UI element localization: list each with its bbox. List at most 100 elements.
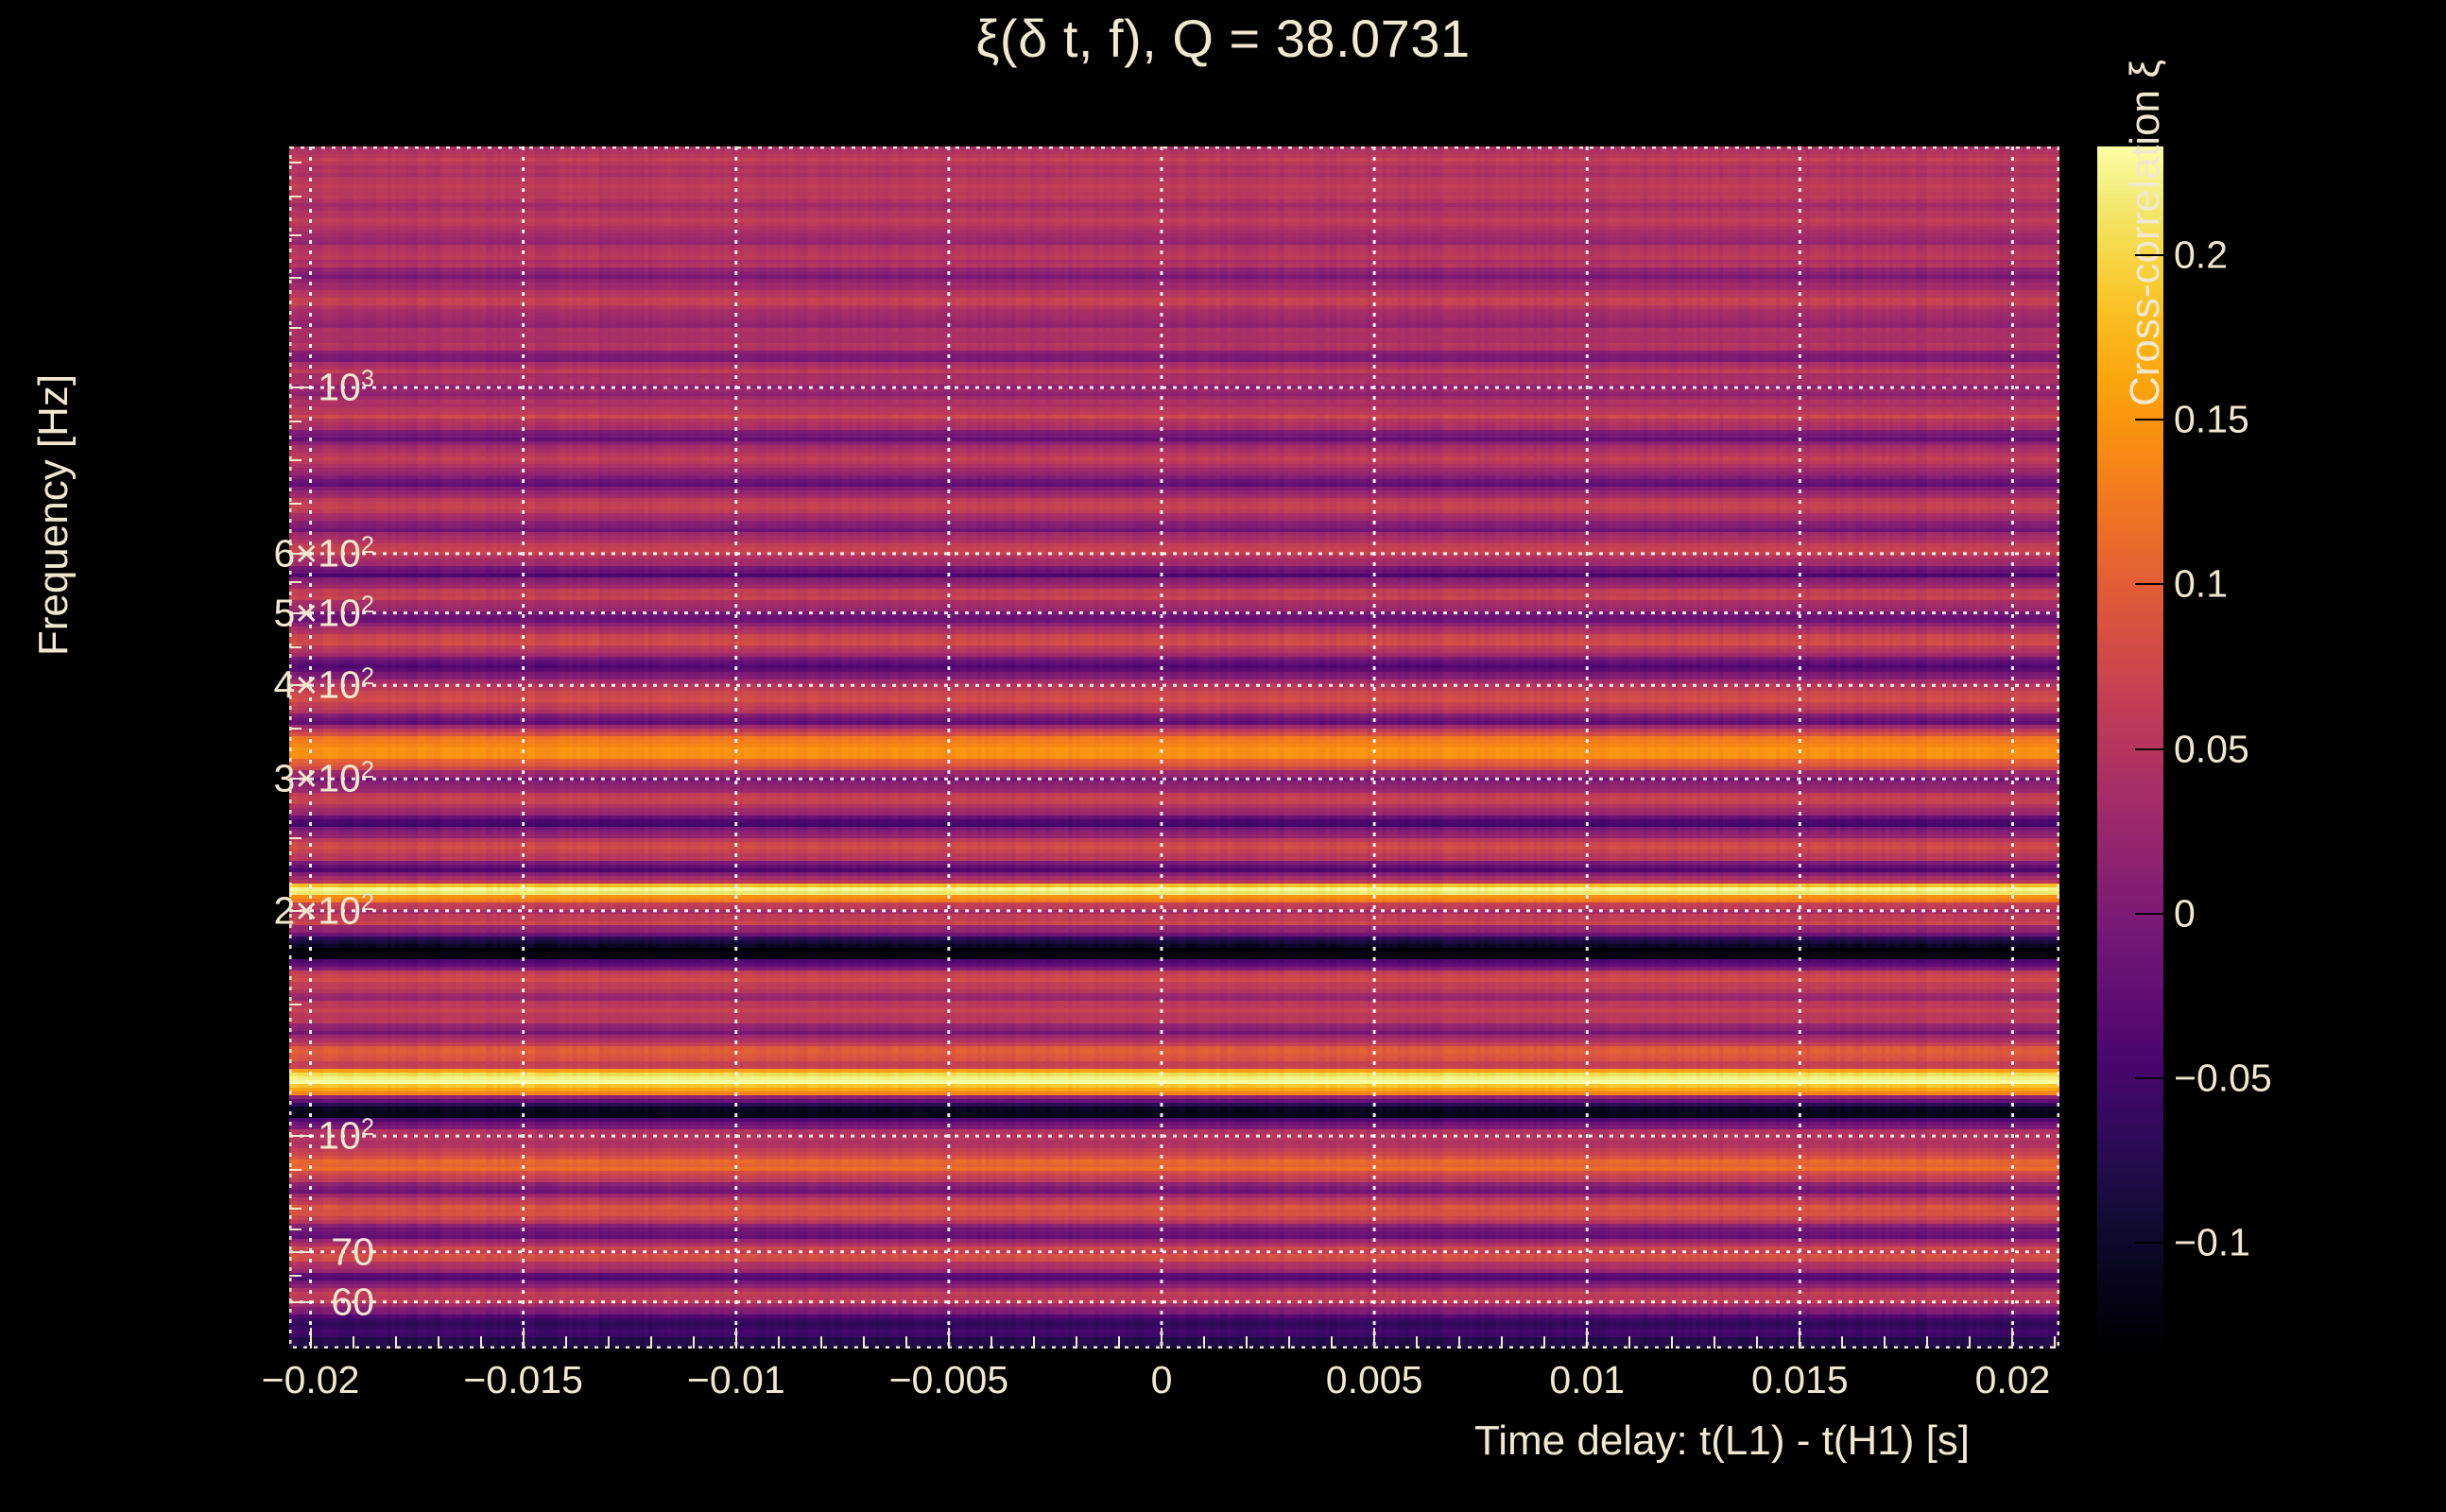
- y-axis-title: Frequency [Hz]: [30, 373, 77, 657]
- colorbar-tick-mark: [2135, 583, 2163, 586]
- colorbar-title: Cross-correlation ξ: [2122, 60, 2168, 406]
- x-minor-tick-mark: [479, 1336, 482, 1349]
- heatmap-plot-area: [289, 146, 2059, 1349]
- x-minor-tick-mark: [1458, 1336, 1461, 1349]
- x-minor-tick-mark: [1331, 1336, 1334, 1349]
- x-tick-label: 0.02: [1974, 1358, 2051, 1401]
- x-minor-tick-mark: [1884, 1336, 1886, 1349]
- x-minor-tick-mark: [437, 1336, 439, 1349]
- x-tick-label: −0.02: [261, 1358, 360, 1401]
- x-minor-tick-mark: [734, 1336, 737, 1349]
- x-minor-tick-mark: [1969, 1336, 1972, 1349]
- y-tick-label: 102: [318, 1113, 374, 1158]
- y-minor-tick-mark: [289, 277, 301, 280]
- y-tick-mark: [289, 778, 310, 781]
- x-minor-tick-mark: [309, 1336, 312, 1349]
- y-minor-tick-mark: [289, 1228, 301, 1231]
- x-minor-tick-mark: [862, 1336, 865, 1349]
- x-minor-tick-mark: [564, 1336, 567, 1349]
- x-minor-tick-mark: [1246, 1336, 1249, 1349]
- x-tick-label: 0.015: [1751, 1358, 1849, 1401]
- y-tick-mark: [289, 684, 310, 687]
- x-tick-label: 0.005: [1325, 1358, 1423, 1401]
- x-minor-tick-mark: [947, 1336, 950, 1349]
- x-minor-tick-mark: [1203, 1336, 1206, 1349]
- colorbar-tick-label: −0.1: [2174, 1220, 2250, 1264]
- x-minor-tick-mark: [522, 1336, 525, 1349]
- colorbar: [2097, 146, 2163, 1349]
- y-minor-tick-mark: [289, 580, 301, 583]
- y-minor-tick-mark: [289, 1169, 301, 1172]
- x-tick-label: −0.015: [463, 1358, 583, 1401]
- x-minor-tick-mark: [1117, 1336, 1120, 1349]
- y-minor-tick-mark: [289, 728, 301, 730]
- y-tick-label: 6×102: [273, 531, 375, 576]
- y-minor-tick-mark: [289, 1003, 301, 1005]
- colorbar-tick-label: 0.15: [2174, 397, 2249, 441]
- y-tick-label: 5×102: [273, 591, 375, 635]
- heatmap-image: [289, 146, 2059, 1349]
- y-minor-tick-mark: [289, 421, 301, 423]
- y-tick-mark: [289, 1250, 310, 1253]
- colorbar-tick-label: −0.05: [2174, 1056, 2272, 1100]
- colorbar-tick-label: 0.2: [2174, 232, 2228, 277]
- x-minor-tick-mark: [607, 1336, 610, 1349]
- y-tick-label: 3×102: [273, 756, 375, 800]
- x-minor-tick-mark: [1586, 1336, 1589, 1349]
- chart-title: ξ(δ t, f), Q = 38.0731: [975, 9, 1471, 68]
- x-minor-tick-mark: [1416, 1336, 1419, 1349]
- x-minor-tick-mark: [1926, 1336, 1929, 1349]
- colorbar-tick-mark: [2135, 747, 2163, 750]
- colorbar-tick-mark: [2135, 912, 2163, 915]
- x-minor-tick-mark: [1714, 1336, 1716, 1349]
- x-axis-title: Time delay: t(L1) - t(H1) [s]: [1474, 1418, 1971, 1464]
- colorbar-tick-mark: [2135, 254, 2163, 256]
- x-minor-tick-mark: [2054, 1336, 2057, 1349]
- y-tick-mark: [289, 1300, 310, 1303]
- x-minor-tick-mark: [1799, 1336, 1801, 1349]
- y-minor-tick-mark: [289, 327, 301, 330]
- x-minor-tick-mark: [1756, 1336, 1759, 1349]
- y-minor-tick-mark: [289, 161, 301, 163]
- y-minor-tick-mark: [289, 836, 301, 839]
- x-minor-tick-mark: [1628, 1336, 1631, 1349]
- y-minor-tick-mark: [289, 645, 301, 648]
- y-minor-tick-mark: [289, 196, 301, 198]
- x-minor-tick-mark: [1032, 1336, 1035, 1349]
- x-minor-tick-mark: [1288, 1336, 1291, 1349]
- x-minor-tick-mark: [1543, 1336, 1546, 1349]
- x-minor-tick-mark: [1501, 1336, 1504, 1349]
- x-minor-tick-mark: [352, 1336, 354, 1349]
- y-tick-label: 4×102: [273, 662, 375, 707]
- x-minor-tick-mark: [1671, 1336, 1674, 1349]
- colorbar-tick-mark: [2135, 419, 2163, 421]
- x-minor-tick-mark: [904, 1336, 907, 1349]
- x-minor-tick-mark: [990, 1336, 992, 1349]
- x-minor-tick-mark: [1075, 1336, 1077, 1349]
- y-tick-mark: [289, 387, 310, 389]
- y-minor-tick-mark: [289, 502, 301, 505]
- colorbar-tick-mark: [2135, 1077, 2163, 1080]
- x-minor-tick-mark: [1841, 1336, 1844, 1349]
- x-tick-label: 0: [1150, 1358, 1173, 1401]
- colorbar-tick-mark: [2135, 1242, 2163, 1245]
- x-minor-tick-mark: [2011, 1336, 2014, 1349]
- x-minor-tick-mark: [1160, 1336, 1163, 1349]
- y-tick-mark: [289, 909, 310, 912]
- y-tick-label: 103: [318, 365, 374, 409]
- colorbar-tick-label: 0.05: [2174, 727, 2249, 771]
- x-tick-label: −0.01: [686, 1358, 785, 1401]
- y-tick-mark: [289, 552, 310, 555]
- y-tick-label: 2×102: [273, 888, 375, 933]
- x-minor-tick-mark: [649, 1336, 652, 1349]
- y-tick-label: 60: [331, 1280, 374, 1324]
- x-minor-tick-mark: [394, 1336, 397, 1349]
- x-minor-tick-mark: [1373, 1336, 1376, 1349]
- colorbar-tick-label: 0: [2174, 891, 2196, 936]
- y-minor-tick-mark: [289, 233, 301, 236]
- y-tick-mark: [289, 1135, 310, 1138]
- y-minor-tick-mark: [289, 1207, 301, 1210]
- x-tick-label: −0.005: [888, 1358, 1009, 1401]
- x-tick-label: 0.01: [1549, 1358, 1626, 1401]
